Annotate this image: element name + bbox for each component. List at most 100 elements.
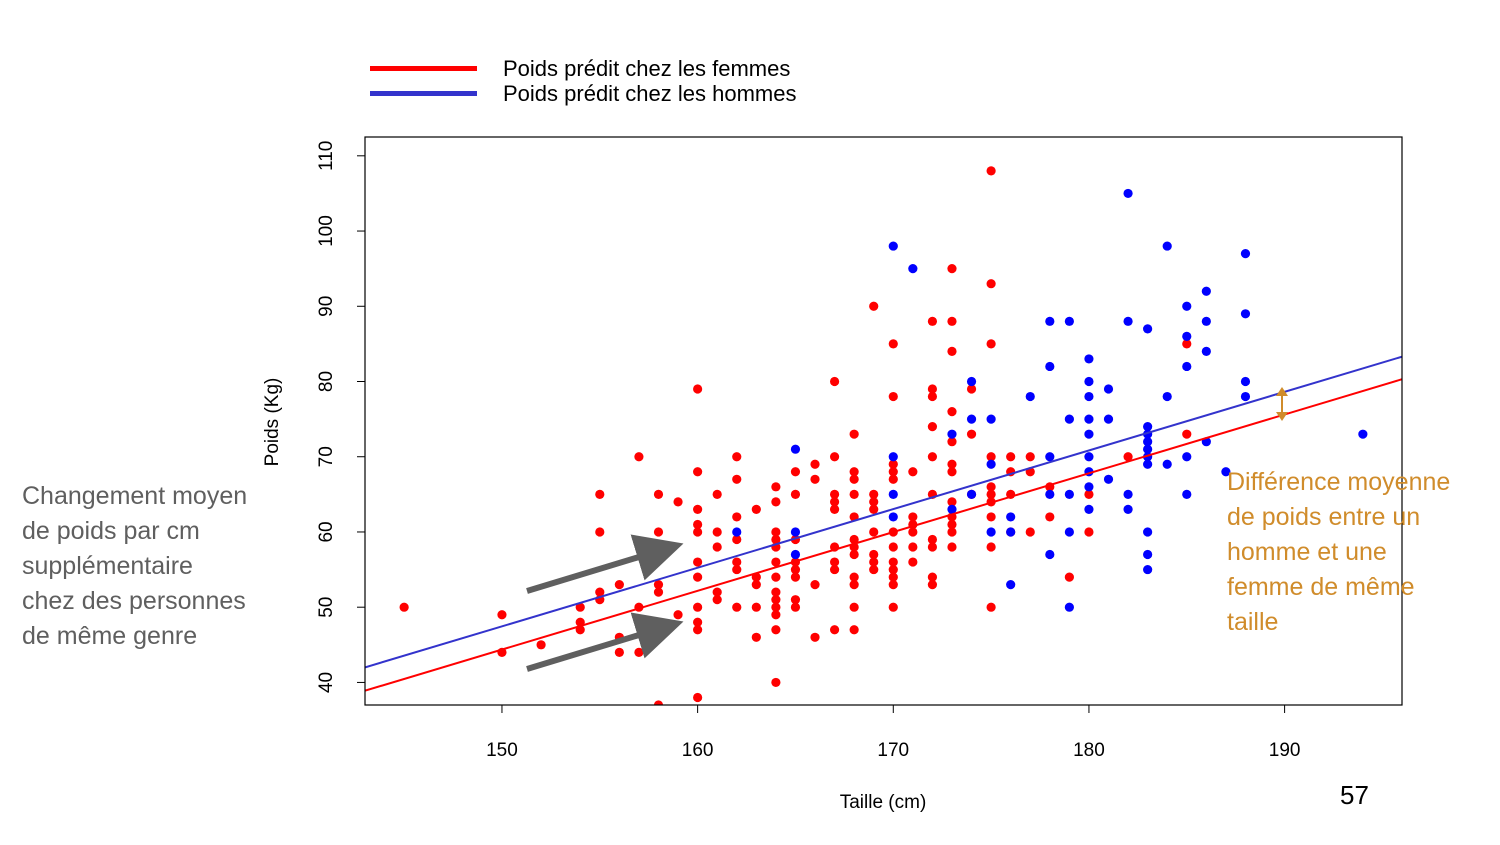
point-hommes-26 [1064,316,1074,326]
point-femmes-26 [673,610,683,620]
point-hommes-29 [1064,527,1074,537]
point-femmes-104 [869,504,879,514]
point-hommes-9 [947,429,957,439]
point-hommes-24 [1045,489,1055,499]
y-tick-label-80: 80 [316,371,337,392]
point-femmes-16 [634,452,644,462]
point-hommes-71 [1240,309,1251,319]
point-femmes-63 [771,595,781,605]
point-femmes-155 [986,452,996,462]
point-hommes-51 [1143,444,1153,454]
point-femmes-176 [1182,429,1192,439]
point-femmes-39 [712,527,722,537]
point-femmes-90 [849,467,859,477]
point-hommes-70 [1240,249,1251,259]
point-femmes-83 [829,497,840,507]
point-femmes-152 [986,166,996,176]
point-femmes-87 [829,564,840,575]
point-femmes-21 [653,587,664,597]
point-hommes-18 [1006,527,1016,537]
axes: 150 160 170 180 190 40 50 60 70 80 90 100 110 Taille … [262,141,1300,813]
point-hommes-43 [1123,188,1133,199]
point-femmes-96 [849,549,859,560]
point-hommes-34 [1084,414,1094,424]
point-femmes-127 [927,316,938,326]
y-tick-label-40: 40 [316,672,337,693]
point-femmes-134 [927,542,938,552]
legend-line-hommes [370,91,477,96]
point-hommes-23 [1045,452,1055,462]
point-femmes-159 [986,512,996,522]
regression-line-1 [365,355,1402,669]
point-femmes-146 [947,519,957,530]
point-femmes-30 [693,519,703,530]
legend-label-femmes: Poids prédit chez les femmes [503,56,791,81]
point-femmes-94 [849,534,859,545]
regression-lines [365,355,1402,692]
point-hommes-67 [1201,346,1211,357]
point-femmes-10 [595,489,605,499]
point-femmes-91 [849,474,859,484]
point-hommes-20 [1025,391,1035,402]
point-femmes-110 [888,391,898,402]
point-hommes-10 [947,504,957,514]
point-femmes-31 [693,527,703,537]
point-femmes-15 [634,647,644,657]
point-femmes-46 [732,534,742,545]
point-femmes-89 [849,429,859,439]
point-femmes-66 [771,625,781,635]
point-hommes-6 [888,489,898,499]
point-femmes-148 [947,542,957,552]
y-tick-label-70: 70 [316,446,337,467]
point-hommes-3 [790,549,801,560]
point-femmes-60 [771,557,781,567]
point-femmes-113 [888,474,898,484]
point-hommes-59 [1162,459,1172,469]
point-femmes-6 [575,602,585,612]
point-femmes-142 [947,459,957,469]
point-hommes-33 [1084,391,1094,402]
point-hommes-69 [1221,467,1231,477]
point-femmes-166 [1025,452,1035,462]
point-hommes-74 [1358,429,1368,439]
point-femmes-20 [653,580,664,590]
point-femmes-106 [869,549,879,560]
point-femmes-38 [712,489,722,499]
point-femmes-170 [1045,512,1055,522]
point-femmes-28 [693,467,703,477]
point-femmes-35 [693,617,703,627]
point-femmes-43 [732,452,742,462]
x-tick-label-190: 190 [1269,740,1301,761]
point-hommes-15 [986,459,996,469]
point-femmes-107 [869,557,879,567]
point-femmes-153 [986,279,996,289]
point-hommes-19 [1006,580,1016,590]
point-hommes-48 [1143,422,1153,432]
point-femmes-157 [986,489,996,499]
point-hommes-45 [1123,489,1133,499]
point-hommes-16 [986,527,996,537]
point-hommes-13 [966,489,977,499]
point-femmes-131 [927,452,938,462]
point-femmes-119 [888,580,898,590]
point-hommes-25 [1045,549,1055,560]
x-tick-label-150: 150 [486,740,518,761]
legend-label-hommes: Poids prédit chez les hommes [503,81,797,106]
point-femmes-160 [986,542,996,552]
point-hommes-56 [1143,564,1153,575]
slope-arrow-upper [526,534,684,594]
point-hommes-11 [966,376,977,387]
point-femmes-88 [829,625,840,635]
point-hommes-0 [732,527,742,537]
point-hommes-27 [1064,414,1074,424]
point-femmes-140 [947,406,957,417]
point-hommes-61 [1182,331,1192,341]
point-hommes-30 [1064,602,1074,612]
point-femmes-112 [888,467,898,477]
point-hommes-64 [1182,489,1192,499]
point-femmes-62 [771,587,781,597]
point-femmes-73 [790,572,801,582]
point-hommes-1 [790,444,801,454]
point-femmes-168 [1025,527,1035,537]
